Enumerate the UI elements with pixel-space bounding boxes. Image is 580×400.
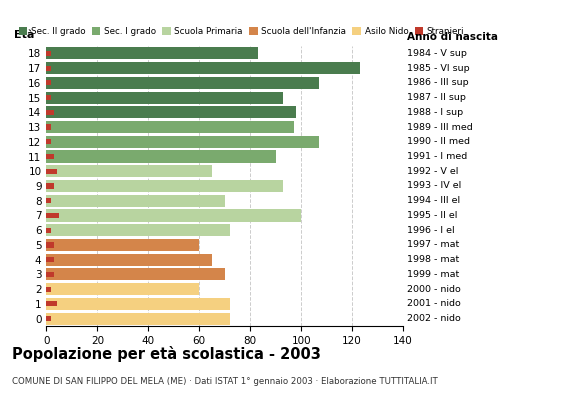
Bar bbox=[46, 272, 54, 277]
Text: 1997 - mat: 1997 - mat bbox=[407, 240, 459, 250]
Bar bbox=[46, 239, 200, 251]
Bar bbox=[46, 213, 59, 218]
Text: 1996 - I el: 1996 - I el bbox=[407, 226, 454, 235]
Text: Popolazione per età scolastica - 2003: Popolazione per età scolastica - 2003 bbox=[12, 346, 321, 362]
Bar bbox=[46, 180, 284, 192]
Bar bbox=[46, 150, 275, 162]
Text: 1994 - III el: 1994 - III el bbox=[407, 196, 460, 205]
Bar bbox=[46, 47, 258, 60]
Bar bbox=[46, 124, 52, 130]
Bar bbox=[46, 169, 57, 174]
Bar bbox=[46, 184, 54, 188]
Text: 1993 - IV el: 1993 - IV el bbox=[407, 182, 461, 190]
Text: 1984 - V sup: 1984 - V sup bbox=[407, 49, 466, 58]
Bar bbox=[46, 110, 54, 115]
Text: 1988 - I sup: 1988 - I sup bbox=[407, 108, 463, 117]
Bar bbox=[46, 268, 225, 280]
Text: Anno di nascita: Anno di nascita bbox=[407, 32, 498, 42]
Bar bbox=[46, 154, 54, 159]
Bar bbox=[46, 242, 54, 248]
Text: 2000 - nido: 2000 - nido bbox=[407, 285, 461, 294]
Bar bbox=[46, 257, 54, 262]
Bar bbox=[46, 301, 57, 306]
Text: 1991 - I med: 1991 - I med bbox=[407, 152, 467, 161]
Bar bbox=[46, 92, 284, 104]
Bar bbox=[46, 298, 230, 310]
Bar bbox=[46, 136, 319, 148]
Bar bbox=[46, 121, 293, 133]
Text: 1990 - II med: 1990 - II med bbox=[407, 137, 470, 146]
Bar bbox=[46, 139, 52, 144]
Text: 1985 - VI sup: 1985 - VI sup bbox=[407, 64, 469, 73]
Bar bbox=[46, 66, 52, 71]
Text: 1987 - II sup: 1987 - II sup bbox=[407, 93, 466, 102]
Bar bbox=[46, 195, 225, 207]
Bar bbox=[46, 210, 301, 222]
Bar bbox=[46, 198, 52, 203]
Text: 2002 - nido: 2002 - nido bbox=[407, 314, 461, 323]
Text: Età: Età bbox=[14, 30, 35, 40]
Text: COMUNE DI SAN FILIPPO DEL MELA (ME) · Dati ISTAT 1° gennaio 2003 · Elaborazione : COMUNE DI SAN FILIPPO DEL MELA (ME) · Da… bbox=[12, 377, 437, 386]
Text: 1998 - mat: 1998 - mat bbox=[407, 255, 459, 264]
Bar bbox=[46, 80, 52, 86]
Text: 1989 - III med: 1989 - III med bbox=[407, 122, 472, 132]
Bar bbox=[46, 283, 200, 295]
Bar bbox=[46, 77, 319, 89]
Bar bbox=[46, 95, 52, 100]
Bar bbox=[46, 51, 52, 56]
Bar bbox=[46, 106, 296, 118]
Bar bbox=[46, 165, 212, 177]
Bar bbox=[46, 316, 52, 321]
Bar bbox=[46, 286, 52, 292]
Text: 1992 - V el: 1992 - V el bbox=[407, 167, 458, 176]
Bar bbox=[46, 224, 230, 236]
Text: 1999 - mat: 1999 - mat bbox=[407, 270, 459, 279]
Text: 2001 - nido: 2001 - nido bbox=[407, 299, 461, 308]
Legend: Sec. II grado, Sec. I grado, Scuola Primaria, Scuola dell'Infanzia, Asilo Nido, : Sec. II grado, Sec. I grado, Scuola Prim… bbox=[19, 27, 465, 36]
Bar bbox=[46, 254, 212, 266]
Bar bbox=[46, 62, 360, 74]
Bar bbox=[46, 312, 230, 325]
Text: 1995 - II el: 1995 - II el bbox=[407, 211, 457, 220]
Text: 1986 - III sup: 1986 - III sup bbox=[407, 78, 468, 87]
Bar bbox=[46, 228, 52, 233]
